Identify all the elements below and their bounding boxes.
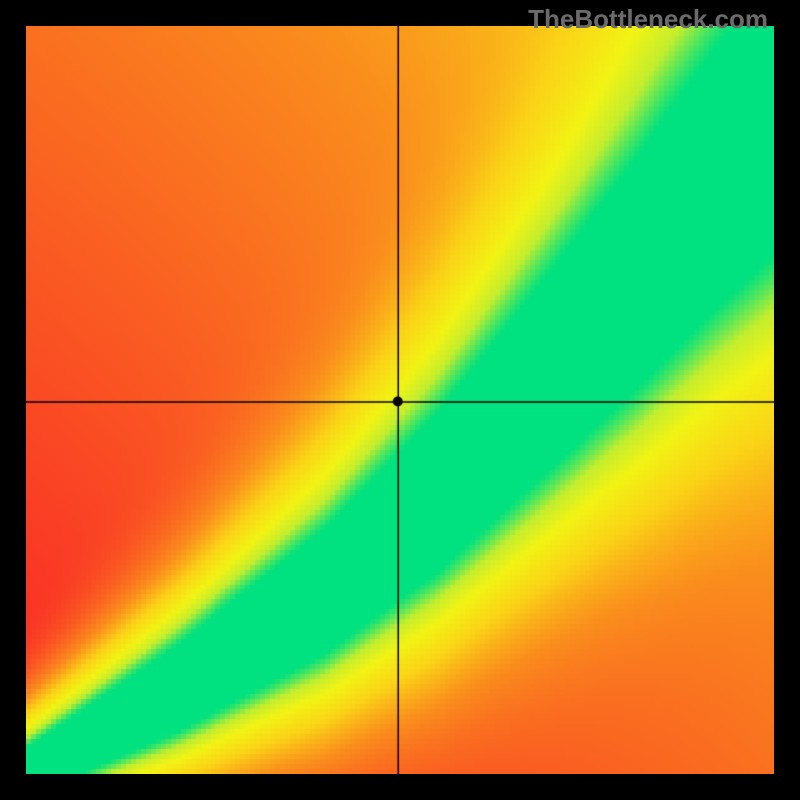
source-watermark: TheBottleneck.com bbox=[528, 4, 768, 35]
chart-container: TheBottleneck.com bbox=[0, 0, 800, 800]
bottleneck-heatmap bbox=[26, 26, 774, 774]
